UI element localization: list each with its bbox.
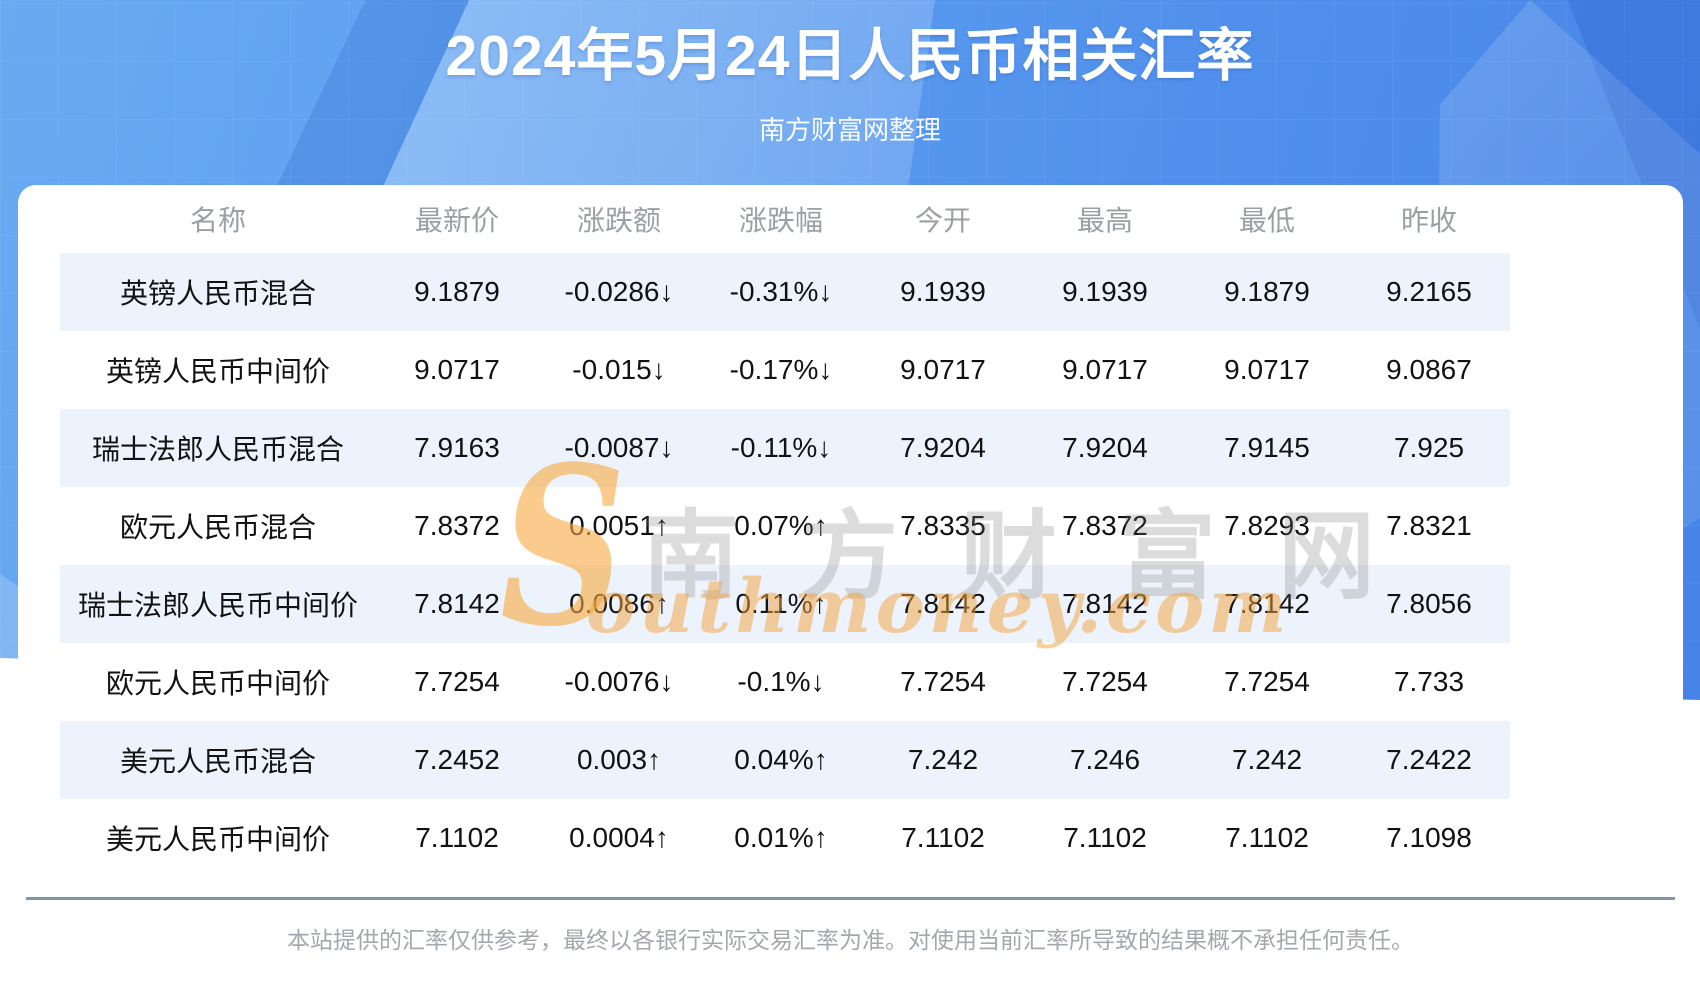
col-header-name: 名称 <box>189 205 246 236</box>
footer-divider <box>26 897 1675 900</box>
cell-high: 7.8142 <box>1024 565 1186 643</box>
cell-low: 7.9145 <box>1186 409 1348 487</box>
cell-prev-close: 9.0867 <box>1386 354 1472 385</box>
cell-open: 7.7254 <box>900 666 986 697</box>
cell-change-pct: 0.01%↑ <box>734 822 828 853</box>
cell-low: 7.8142 <box>1186 565 1348 643</box>
cell-change: -0.015↓ <box>572 354 666 385</box>
cell-prev-close: 7.2422 <box>1348 721 1510 799</box>
rates-table-body: 英镑人民币混合 9.1879 -0.0286↓ -0.31%↓ 9.1939 9.1939… <box>60 253 1510 877</box>
cell-high: 7.1102 <box>1063 822 1147 853</box>
cell-name: 英镑人民币中间价 <box>105 356 330 387</box>
cell-change-pct: 0.11%↑ <box>700 565 862 643</box>
rates-table: 名称 最新价 涨跌额 涨跌幅 今开 最高 最低 昨收 英镑人民币混合 9.1879… <box>60 185 1510 877</box>
cell-name: 瑞士法郎人民币中间价 <box>60 565 376 643</box>
cell-name: 欧元人民币混合 <box>119 512 316 543</box>
cell-high: 9.0717 <box>1062 354 1148 385</box>
cell-name: 瑞士法郎人民币混合 <box>60 409 376 487</box>
cell-change: -0.0286↓ <box>538 253 700 331</box>
cell-open: 7.242 <box>862 721 1024 799</box>
cell-change: 0.0051↑ <box>569 510 669 541</box>
cell-change-pct: 0.04%↑ <box>700 721 862 799</box>
page-title: 2024年5月24日人民币相关汇率 <box>445 24 1255 88</box>
cell-change: 0.003↑ <box>538 721 700 799</box>
cell-change: 0.0004↑ <box>569 822 669 853</box>
cell-change-pct: 0.07%↑ <box>734 510 828 541</box>
col-header-high: 最高 <box>1076 205 1133 236</box>
cell-change-pct: -0.11%↓ <box>700 409 862 487</box>
cell-prev-close: 9.2165 <box>1348 253 1510 331</box>
table-row: 瑞士法郎人民币混合 7.9163 -0.0087↓ -0.11%↓ 7.9204 7.92… <box>60 409 1510 487</box>
cell-latest: 7.9163 <box>376 409 538 487</box>
cell-low: 7.7254 <box>1224 666 1310 697</box>
cell-change-pct: -0.31%↓ <box>700 253 862 331</box>
table-row: 欧元人民币中间价 7.7254 -0.0076↓ -0.1%↓ 7.7254 7.7254… <box>60 643 1510 721</box>
cell-name: 美元人民币中间价 <box>105 824 330 855</box>
cell-name: 欧元人民币中间价 <box>105 668 330 699</box>
cell-low: 9.0717 <box>1224 354 1310 385</box>
cell-latest: 7.7254 <box>414 666 500 697</box>
cell-high: 9.1939 <box>1024 253 1186 331</box>
cell-open: 7.8335 <box>900 510 986 541</box>
cell-prev-close: 7.8321 <box>1386 510 1472 541</box>
cell-name: 英镑人民币混合 <box>60 253 376 331</box>
cell-change: -0.0076↓ <box>564 666 674 697</box>
cell-prev-close: 7.733 <box>1393 666 1465 697</box>
col-header-change-pct: 涨跌幅 <box>738 205 823 236</box>
cell-open: 9.1939 <box>862 253 1024 331</box>
disclaimer-text: 本站提供的汇率仅供参考，最终以各银行实际交易汇率为准。对使用当前汇率所导致的结果… <box>287 927 1414 953</box>
hero-header: 2024年5月24日人民币相关汇率 南方财富网整理 <box>0 22 1700 147</box>
col-header-prev-close: 昨收 <box>1400 205 1457 236</box>
col-header-low: 最低 <box>1238 205 1295 236</box>
col-header-open: 今开 <box>914 205 971 236</box>
cell-prev-close: 7.1098 <box>1386 822 1472 853</box>
cell-latest: 9.0717 <box>414 354 500 385</box>
table-row: 英镑人民币中间价 9.0717 -0.015↓ -0.17%↓ 9.0717 9.0717… <box>60 331 1510 409</box>
page-subtitle: 南方财富网整理 <box>758 115 941 146</box>
table-row: 欧元人民币混合 7.8372 0.0051↑ 0.07%↑ 7.8335 7.8372 7.… <box>60 487 1510 565</box>
cell-change-pct: -0.17%↓ <box>729 354 833 385</box>
cell-latest: 7.8372 <box>414 510 500 541</box>
cell-high: 7.8372 <box>1062 510 1148 541</box>
table-row: 英镑人民币混合 9.1879 -0.0286↓ -0.31%↓ 9.1939 9.1939… <box>60 253 1510 331</box>
cell-open: 7.9204 <box>862 409 1024 487</box>
cell-open: 7.8142 <box>862 565 1024 643</box>
cell-low: 7.8293 <box>1224 510 1310 541</box>
cell-prev-close: 7.925 <box>1348 409 1510 487</box>
cell-high: 7.9204 <box>1024 409 1186 487</box>
cell-change: -0.0087↓ <box>538 409 700 487</box>
cell-prev-close: 7.8056 <box>1348 565 1510 643</box>
cell-change: 0.0086↑ <box>538 565 700 643</box>
rates-card: 名称 最新价 涨跌额 涨跌幅 今开 最高 最低 昨收 英镑人民币混合 9.1879… <box>18 185 1683 1000</box>
cell-latest: 9.1879 <box>376 253 538 331</box>
cell-latest: 7.1102 <box>415 822 499 853</box>
cell-low: 9.1879 <box>1186 253 1348 331</box>
table-row: 美元人民币混合 7.2452 0.003↑ 0.04%↑ 7.242 7.246 7.242… <box>60 721 1510 799</box>
cell-high: 7.246 <box>1024 721 1186 799</box>
col-header-change: 涨跌额 <box>576 205 661 236</box>
cell-open: 9.0717 <box>900 354 986 385</box>
cell-low: 7.242 <box>1186 721 1348 799</box>
table-row: 美元人民币中间价 7.1102 0.0004↑ 0.01%↑ 7.1102 7.1102 7… <box>60 799 1510 877</box>
cell-high: 7.7254 <box>1062 666 1148 697</box>
cell-low: 7.1102 <box>1225 822 1309 853</box>
cell-latest: 7.2452 <box>376 721 538 799</box>
table-row: 瑞士法郎人民币中间价 7.8142 0.0086↑ 0.11%↑ 7.8142 7.814… <box>60 565 1510 643</box>
cell-change-pct: -0.1%↓ <box>737 666 825 697</box>
cell-latest: 7.8142 <box>376 565 538 643</box>
col-header-latest: 最新价 <box>414 205 499 236</box>
table-header-row: 名称 最新价 涨跌额 涨跌幅 今开 最高 最低 昨收 <box>60 185 1510 253</box>
cell-name: 美元人民币混合 <box>60 721 376 799</box>
cell-open: 7.1102 <box>901 822 985 853</box>
